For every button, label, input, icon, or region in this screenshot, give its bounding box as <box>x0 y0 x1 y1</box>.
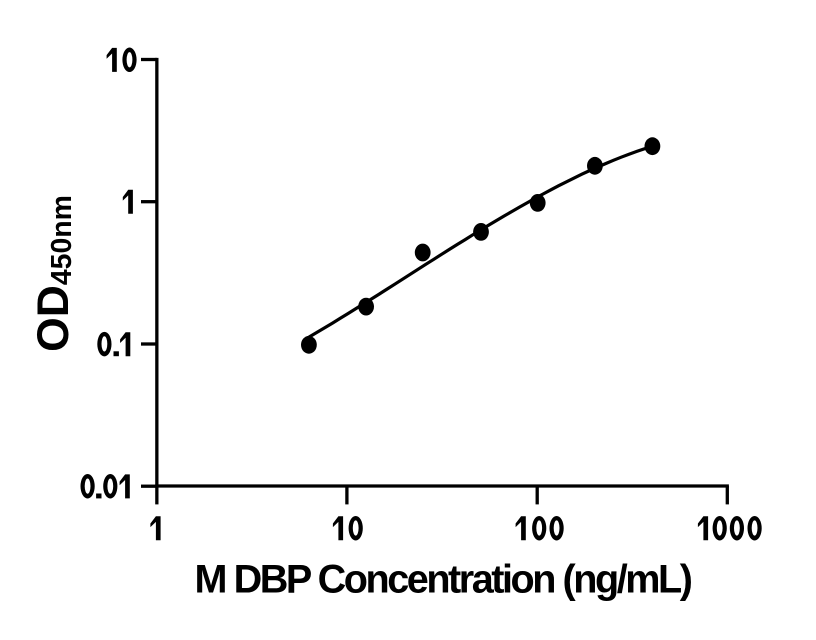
svg-text:M DBP Concentration (ng/mL): M DBP Concentration (ng/mL) <box>195 558 692 602</box>
